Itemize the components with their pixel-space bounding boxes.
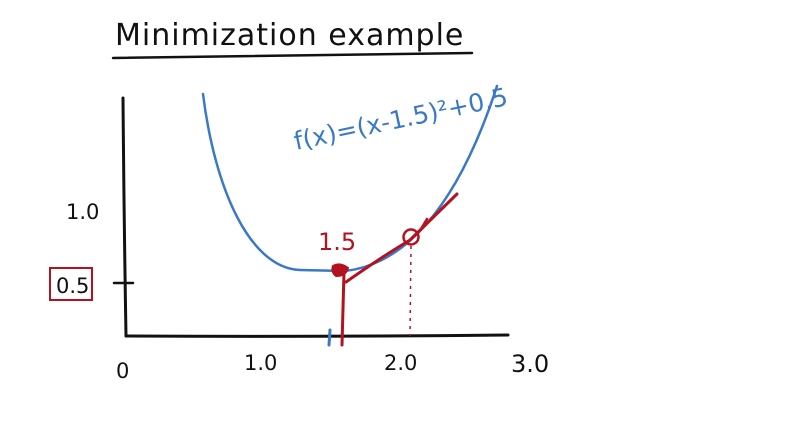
diagram-title: Minimization example [115, 18, 464, 53]
x-axis [124, 333, 510, 338]
intersection-circle [402, 228, 420, 246]
x-tick-label-0: 0 [116, 359, 129, 383]
secant-line [344, 192, 459, 284]
y-axis [121, 96, 128, 338]
function-formula: f(x)=(x-1.5)²+0.5 [291, 82, 510, 156]
vertical-drop-line [340, 270, 346, 347]
x-tick-label-1-0: 1.0 [244, 351, 277, 375]
x-minimum-tick [327, 328, 332, 347]
title-underline [111, 51, 474, 60]
x-tick-label-2-0: 2.0 [384, 351, 417, 375]
y-tick-label-0-5: 0.5 [56, 274, 89, 298]
minimum-label: 1.5 [318, 228, 356, 256]
y-tick-label-1-0: 1.0 [66, 200, 99, 224]
minimum-marker [331, 263, 350, 278]
intersection-tick [419, 217, 429, 231]
y-tick-label-box [49, 267, 93, 301]
x-tick-label-3-0: 3.0 [511, 350, 549, 378]
dashed-guide-line [409, 245, 412, 337]
